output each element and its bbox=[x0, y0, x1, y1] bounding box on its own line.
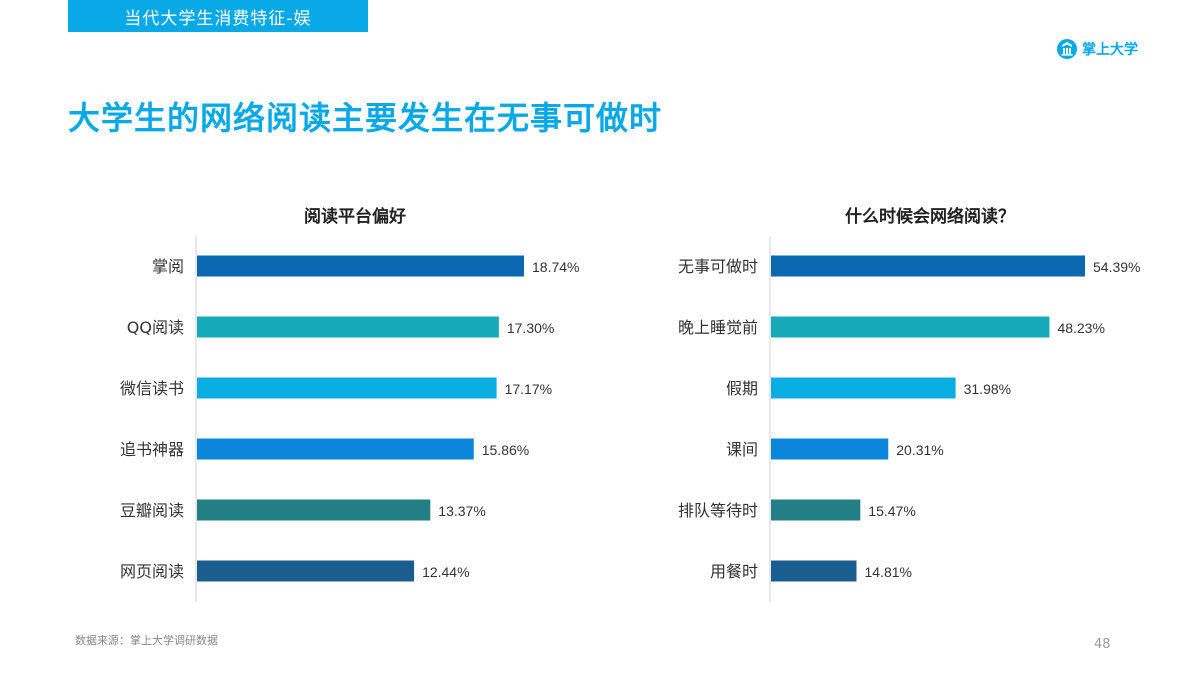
timing-bar bbox=[771, 560, 857, 582]
timing-bar bbox=[771, 255, 1085, 277]
platform-category-label: 豆瓣阅读 bbox=[120, 501, 184, 520]
platform-category-label: 网页阅读 bbox=[120, 562, 184, 581]
section-tag: 当代大学生消费特征-娱 bbox=[68, 0, 368, 32]
platform-bar bbox=[197, 255, 524, 277]
timing-value-label: 31.98% bbox=[964, 381, 1011, 397]
timing-category-label: 排队等待时 bbox=[678, 501, 758, 520]
timing-category-label: 课间 bbox=[726, 440, 758, 459]
page-number: 48 bbox=[1094, 637, 1111, 652]
platform-bar bbox=[197, 560, 415, 582]
platform-category-label: QQ阅读 bbox=[127, 318, 184, 337]
platform-bar bbox=[197, 499, 431, 521]
chart-title-platform: 阅读平台偏好 bbox=[304, 207, 406, 227]
platform-category-label: 掌阅 bbox=[152, 257, 184, 276]
timing-category-label: 假期 bbox=[726, 379, 758, 398]
platform-value-label: 18.74% bbox=[532, 259, 579, 275]
timing-value-label: 54.39% bbox=[1093, 259, 1140, 275]
timing-value-label: 14.81% bbox=[864, 564, 911, 580]
timing-category-label: 晚上睡觉前 bbox=[678, 318, 758, 337]
brand-mark-icon bbox=[1057, 39, 1077, 59]
platform-bar bbox=[197, 316, 499, 338]
platform-bar bbox=[197, 377, 497, 399]
timing-bar bbox=[771, 438, 889, 460]
platform-value-label: 17.30% bbox=[507, 320, 554, 336]
platform-category-label: 微信读书 bbox=[120, 379, 184, 398]
platform-bar bbox=[197, 438, 474, 460]
data-source-note: 数据来源：掌上大学调研数据 bbox=[75, 634, 218, 647]
timing-value-label: 15.47% bbox=[868, 503, 915, 519]
platform-value-label: 15.86% bbox=[482, 442, 529, 458]
brand-name: 掌上大学 bbox=[1082, 42, 1138, 58]
timing-bar bbox=[771, 377, 956, 399]
platform-category-label: 追书神器 bbox=[120, 440, 184, 459]
timing-value-label: 20.31% bbox=[896, 442, 943, 458]
page-title: 大学生的网络阅读主要发生在无事可做时 bbox=[68, 99, 663, 137]
platform-value-label: 12.44% bbox=[422, 564, 469, 580]
timing-value-label: 48.23% bbox=[1057, 320, 1104, 336]
timing-bar bbox=[771, 316, 1050, 338]
platform-value-label: 17.17% bbox=[505, 381, 552, 397]
timing-bar bbox=[771, 499, 861, 521]
platform-value-label: 13.37% bbox=[438, 503, 485, 519]
chart-title-timing: 什么时候会网络阅读？ bbox=[845, 207, 1015, 227]
timing-category-label: 用餐时 bbox=[710, 562, 758, 581]
timing-category-label: 无事可做时 bbox=[678, 257, 758, 276]
brand-logo: 掌上大学 bbox=[1056, 37, 1138, 61]
